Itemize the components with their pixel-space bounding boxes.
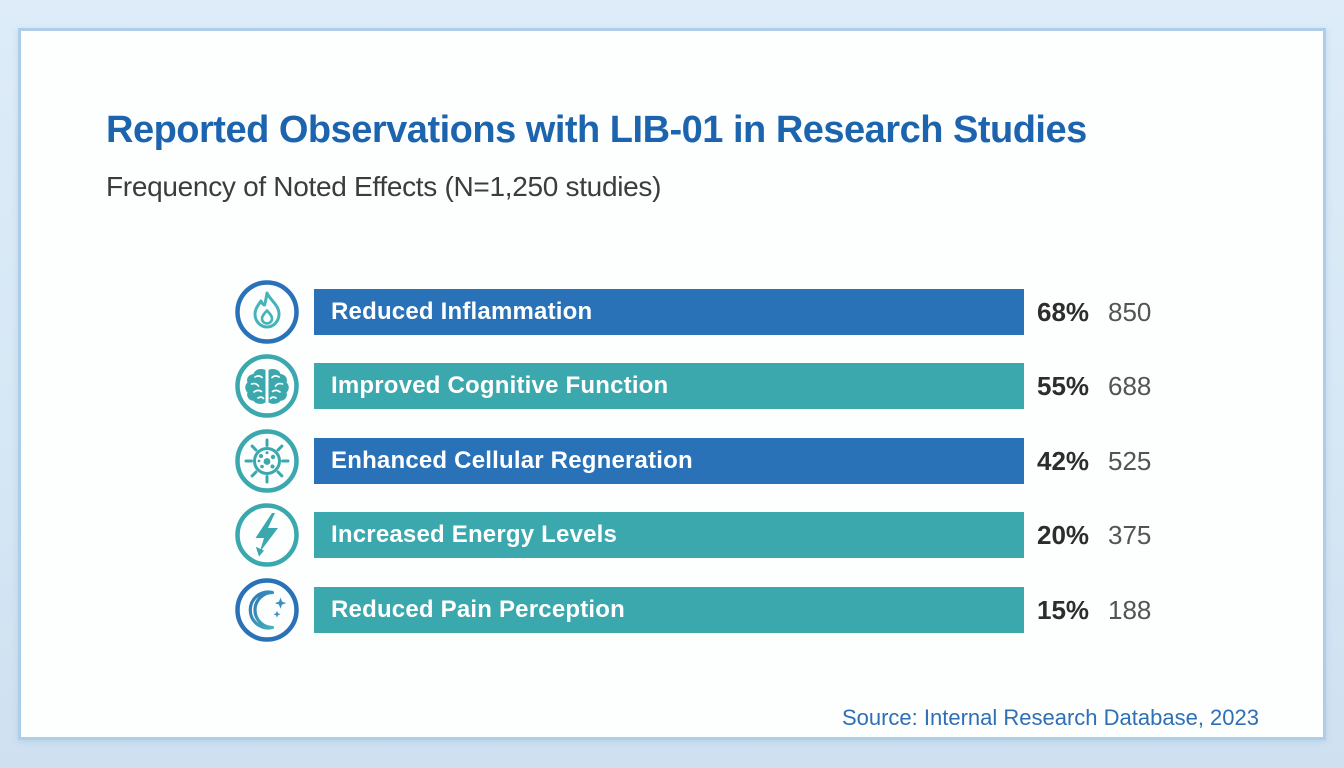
count-value: 850	[1108, 297, 1152, 327]
bar-increased-energy-levels: Increased Energy Levels	[314, 512, 1024, 558]
cell-icon	[234, 428, 300, 494]
source-caption: Source: Internal Research Database, 2023	[841, 705, 1259, 730]
count-value: 688	[1108, 371, 1152, 401]
bar-enhanced-cellular-regneration: Enhanced Cellular Regneration	[314, 438, 1024, 484]
percent-value: 68%	[1037, 297, 1090, 327]
bar-improved-cognitive-function: Improved Cognitive Function	[314, 363, 1024, 409]
chart-row: Improved Cognitive Function 55% 688	[21, 354, 1323, 418]
bar-label: Increased Energy Levels	[331, 521, 618, 548]
chart-row: Reduced Pain Perception 15% 188	[21, 578, 1323, 642]
percent-value: 55%	[1037, 371, 1090, 401]
bar-reduced-pain-perception: Reduced Pain Perception	[314, 587, 1024, 633]
page-title: Reported Observations with LIB-01 in Res…	[106, 109, 1087, 151]
count-value: 375	[1108, 520, 1152, 550]
bar-label: Enhanced Cellular Regneration	[331, 447, 693, 474]
page-subtitle: Frequency of Noted Effects (N=1,250 stud…	[106, 171, 662, 202]
brain-icon	[234, 353, 300, 419]
count-value: 525	[1108, 446, 1152, 476]
chart-row: Increased Energy Levels 20% 375	[21, 503, 1323, 567]
bar-label: Reduced Inflammation	[331, 298, 593, 325]
percent-value: 42%	[1037, 446, 1090, 476]
moon-icon	[234, 577, 300, 643]
percent-value: 20%	[1037, 520, 1090, 550]
count-value: 188	[1108, 595, 1152, 625]
bar-label: Improved Cognitive Function	[331, 372, 669, 399]
chart-row: Reduced Inflammation 68% 850	[21, 280, 1323, 344]
flame-icon	[234, 279, 300, 345]
bar-reduced-inflammation: Reduced Inflammation	[314, 289, 1024, 335]
percent-value: 15%	[1037, 595, 1090, 625]
chart-row: Enhanced Cellular Regneration 42% 525	[21, 429, 1323, 493]
bar-label: Reduced Pain Perception	[331, 596, 626, 623]
lightning-icon	[234, 502, 300, 568]
chart-card: Reported Observations with LIB-01 in Res…	[18, 28, 1326, 740]
